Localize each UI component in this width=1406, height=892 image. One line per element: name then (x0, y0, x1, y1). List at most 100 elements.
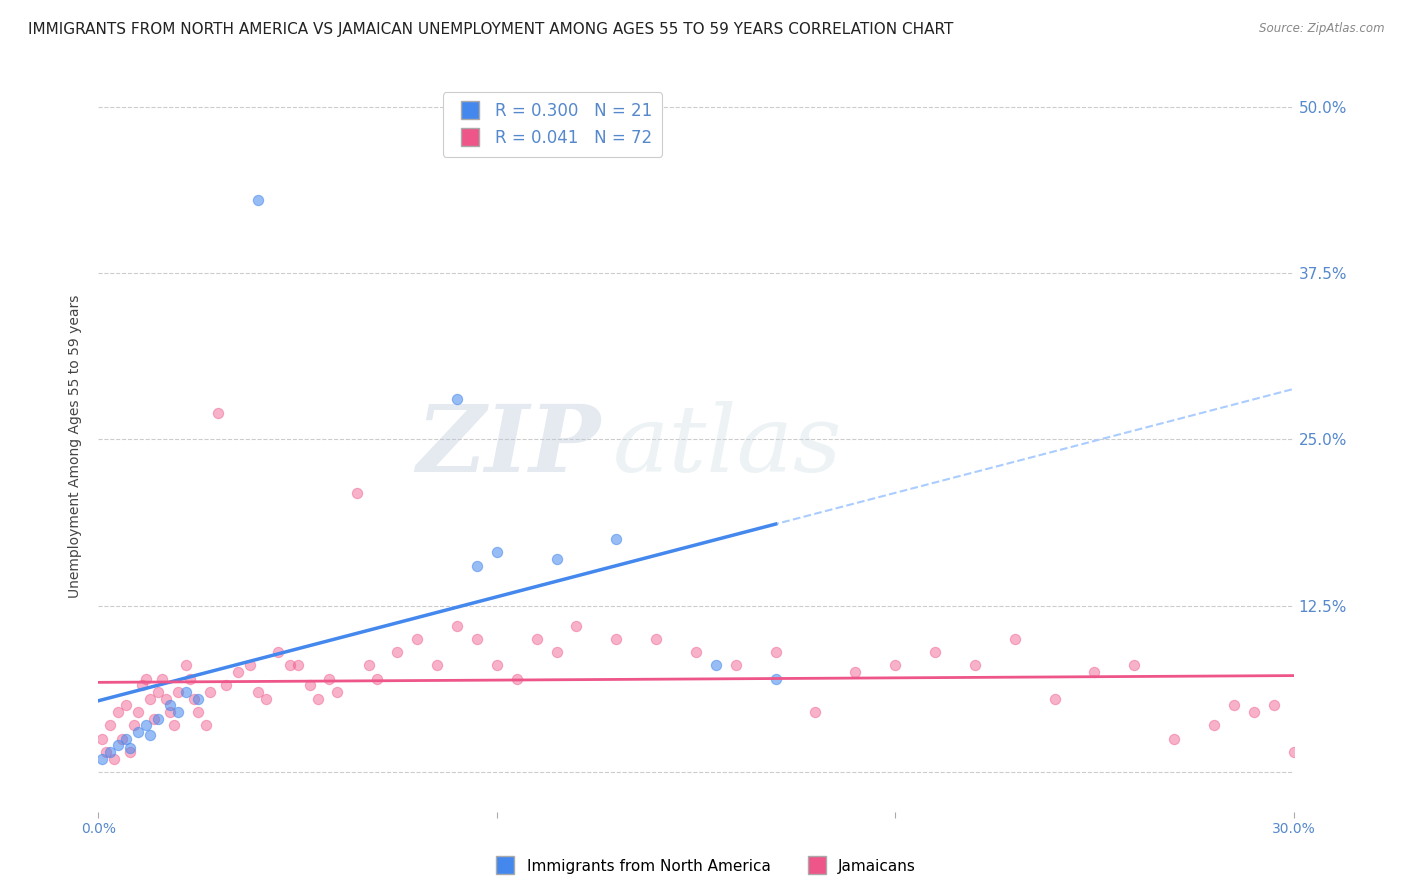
Legend: R = 0.300   N = 21, R = 0.041   N = 72: R = 0.300 N = 21, R = 0.041 N = 72 (443, 92, 662, 157)
Point (127, 705, 149, 719)
Point (685, 645, 707, 659)
Text: IMMIGRANTS FROM NORTH AMERICA VS JAMAICAN UNEMPLOYMENT AMONG AGES 55 TO 59 YEARS: IMMIGRANTS FROM NORTH AMERICA VS JAMAICA… (28, 22, 953, 37)
Legend: Immigrants from North America, Jamaicans: Immigrants from North America, Jamaicans (484, 853, 922, 880)
Point (366, 672, 388, 686)
Point (159, 705, 181, 719)
Point (546, 552, 568, 566)
Text: atlas: atlas (613, 401, 842, 491)
Point (159, 698, 181, 713)
Point (98, 745, 122, 759)
Point (115, 731, 138, 746)
Point (239, 658, 262, 673)
Point (485, 545, 508, 559)
Point (127, 725, 149, 739)
Point (485, 658, 508, 673)
Point (446, 392, 468, 407)
Point (465, 632, 488, 646)
Point (198, 685, 221, 699)
Point (704, 658, 727, 673)
Point (645, 632, 668, 646)
Point (98, 718, 122, 732)
Point (107, 705, 129, 719)
Point (1282, 745, 1305, 759)
Point (465, 558, 488, 573)
Point (120, 745, 142, 759)
Point (526, 632, 548, 646)
Point (804, 705, 827, 719)
Text: Source: ZipAtlas.com: Source: ZipAtlas.com (1260, 22, 1385, 36)
Point (359, 658, 381, 673)
Point (195, 718, 218, 732)
Point (1083, 665, 1105, 679)
Point (426, 658, 449, 673)
Point (135, 672, 157, 686)
Point (326, 685, 349, 699)
Point (107, 738, 129, 752)
Point (148, 712, 170, 726)
Point (605, 632, 627, 646)
Point (124, 718, 146, 732)
Point (215, 678, 238, 692)
Point (406, 632, 429, 646)
Point (179, 672, 201, 686)
Point (115, 698, 138, 713)
Point (446, 618, 468, 632)
Point (346, 485, 368, 500)
Point (246, 193, 269, 207)
Point (246, 685, 269, 699)
Point (187, 705, 209, 719)
Point (91, 731, 114, 746)
Point (91, 751, 114, 765)
Point (1243, 705, 1265, 719)
Point (120, 740, 142, 755)
Point (287, 658, 309, 673)
Point (963, 658, 986, 673)
Point (385, 645, 409, 659)
Point (1004, 632, 1026, 646)
Point (1223, 698, 1246, 713)
Point (1123, 658, 1146, 673)
Text: ZIP: ZIP (416, 401, 600, 491)
Point (924, 645, 946, 659)
Point (844, 665, 866, 679)
Point (207, 406, 229, 420)
Point (1043, 691, 1066, 706)
Y-axis label: Unemployment Among Ages 55 to 59 years: Unemployment Among Ages 55 to 59 years (69, 294, 83, 598)
Point (139, 728, 162, 742)
Point (143, 712, 166, 726)
Point (884, 658, 907, 673)
Point (155, 691, 177, 706)
Point (298, 678, 321, 692)
Point (267, 645, 290, 659)
Point (167, 685, 190, 699)
Point (1163, 731, 1185, 746)
Point (131, 678, 153, 692)
Point (135, 718, 157, 732)
Point (174, 658, 197, 673)
Point (765, 645, 787, 659)
Point (163, 718, 186, 732)
Point (307, 691, 329, 706)
Point (546, 645, 568, 659)
Point (605, 532, 627, 546)
Point (226, 665, 249, 679)
Point (96, 745, 118, 759)
Point (148, 685, 170, 699)
Point (565, 618, 588, 632)
Point (318, 672, 340, 686)
Point (1202, 718, 1225, 732)
Point (111, 731, 134, 746)
Point (506, 672, 529, 686)
Point (174, 685, 197, 699)
Point (278, 658, 301, 673)
Point (103, 751, 125, 765)
Point (150, 672, 173, 686)
Point (724, 658, 747, 673)
Point (254, 691, 277, 706)
Point (139, 691, 162, 706)
Point (187, 691, 209, 706)
Point (167, 705, 190, 719)
Point (765, 672, 787, 686)
Point (1263, 698, 1285, 713)
Point (183, 691, 205, 706)
